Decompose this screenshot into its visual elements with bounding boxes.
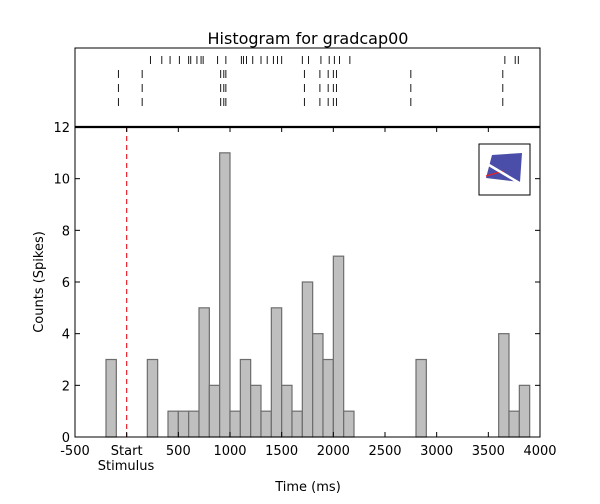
y-axis-label: Counts (Spikes): [32, 231, 47, 333]
stimulus-thumbnail-icon: [478, 143, 531, 196]
histogram-bar: [177, 410, 190, 438]
histogram-bar: [188, 410, 200, 438]
x-tick-label: 1000: [213, 444, 246, 459]
histogram-bar: [291, 410, 303, 438]
x-tick-label: 500: [166, 444, 191, 459]
y-tick-label: 10: [53, 173, 70, 188]
histogram-bar: [332, 255, 345, 438]
histogram-bar: [229, 410, 241, 438]
histogram-bar: [239, 358, 252, 438]
x-axis-label: Time (ms): [274, 480, 341, 495]
histogram-bar: [167, 410, 179, 438]
y-axis-ticks: 0 2 4 6 8 10 12: [53, 121, 540, 446]
y-tick-label: 6: [62, 276, 70, 291]
histogram-bar: [270, 307, 283, 438]
histogram-bar: [208, 384, 221, 438]
histogram-bar: [508, 410, 520, 438]
histogram-bar: [301, 281, 314, 438]
histogram-bar: [281, 384, 293, 438]
histogram-bars: [105, 152, 531, 438]
x-tick-label: 2500: [368, 444, 401, 459]
stimulus-label: Stimulus: [98, 459, 155, 474]
histogram-bar: [219, 152, 231, 438]
histogram-bar: [312, 333, 324, 438]
x-tick-label: 2000: [317, 444, 350, 459]
y-tick-label: 8: [62, 224, 70, 239]
x-tick-label: 1500: [265, 444, 298, 459]
x-axis-ticks: -500 Start 500 1000 1500 2000 2500 3000 3500 4000: [60, 127, 557, 459]
y-tick-label: 4: [62, 328, 70, 343]
histogram-bar: [105, 358, 117, 438]
histogram-bar: [343, 410, 355, 438]
x-tick-label: Start: [111, 444, 143, 459]
histogram-bar: [250, 384, 262, 438]
y-tick-label: 12: [53, 121, 70, 136]
x-tick-label: 3000: [420, 444, 453, 459]
x-tick-label: 4000: [523, 444, 556, 459]
histogram-bar: [322, 358, 334, 438]
raster-spikes: [117, 56, 519, 106]
histogram-bar: [146, 358, 159, 438]
chart-title: Histogram for gradcap00: [208, 29, 409, 48]
x-tick-label: -500: [60, 444, 90, 459]
histogram-bar: [198, 307, 210, 438]
histogram-bar: [518, 384, 531, 438]
y-tick-label: 0: [62, 431, 70, 446]
raster-panel: [74, 47, 541, 128]
histogram-bar: [260, 410, 272, 438]
x-tick-label: 3500: [472, 444, 505, 459]
y-tick-label: 2: [62, 379, 70, 394]
histogram-bar: [498, 333, 510, 438]
histogram-bar: [415, 358, 427, 438]
